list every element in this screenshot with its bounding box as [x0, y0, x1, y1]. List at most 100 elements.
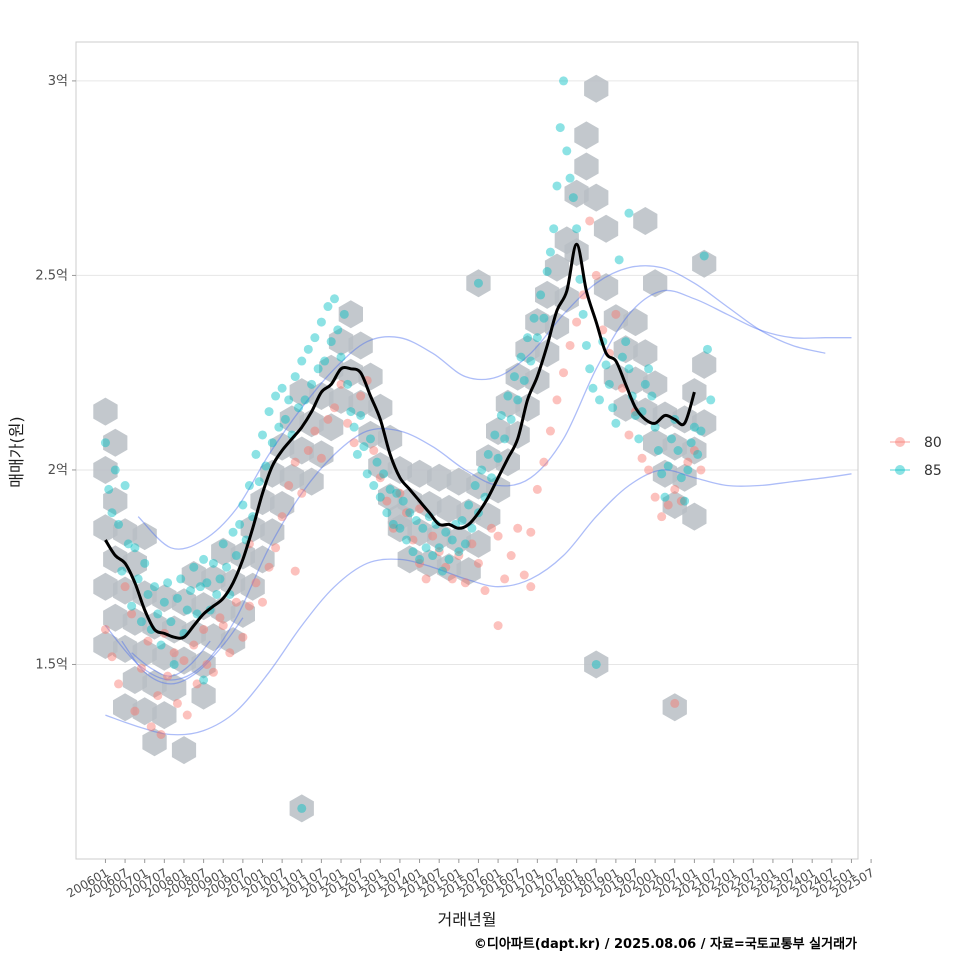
scatter-point-80 [434, 547, 444, 557]
hexbin-cell [378, 483, 403, 512]
scatter-point-80 [617, 383, 627, 393]
scatter-point-85 [529, 313, 539, 323]
scatter-point-85 [405, 508, 415, 518]
hexbin-cell [525, 308, 550, 337]
scatter-point-80 [676, 496, 686, 506]
scatter-point-85 [212, 589, 222, 599]
scatter-point-80 [415, 504, 425, 514]
scatter-point-80 [297, 488, 307, 498]
scatter-point-80 [303, 446, 313, 455]
hexbin-cell [171, 588, 197, 617]
hexbin-cell [662, 491, 687, 519]
scatter-point-85 [392, 488, 402, 498]
scatter-point-85 [523, 333, 533, 343]
legend: 80 85 [890, 435, 942, 479]
hexbin-cell [466, 471, 491, 500]
scatter-point-80 [310, 426, 320, 436]
hexbin-cell [289, 378, 314, 407]
scatter-point-85 [349, 422, 359, 432]
hexbin-cell [211, 537, 236, 566]
scatter-point-85 [186, 586, 196, 596]
hexbin-cell [240, 572, 265, 601]
scatter-point-85 [130, 543, 140, 553]
scatter-point-85 [300, 395, 310, 405]
scatter-point-85 [454, 547, 464, 557]
hexbin-cell [309, 440, 334, 469]
scatter-point-85 [568, 193, 578, 203]
hexbin-cell [113, 693, 138, 722]
y-axis-title: 매매가(원) [7, 416, 26, 487]
scatter-point-80 [375, 473, 385, 483]
hexbin-cell [113, 518, 138, 547]
scatter-point-85 [601, 360, 611, 370]
legend-label: 85 [924, 463, 942, 479]
hexbin-cell [93, 572, 118, 601]
scatter-point-85 [215, 574, 225, 584]
scatter-point-85 [470, 481, 480, 491]
scatter-point-85 [293, 403, 303, 413]
scatter-point-80 [349, 438, 359, 448]
hexbin-cell [652, 459, 678, 488]
scatter-point-85 [572, 224, 582, 234]
scatter-point-85 [588, 383, 598, 393]
hexbin-cell [162, 673, 187, 702]
scatter-point-85 [490, 430, 500, 440]
hexbin-cell [358, 420, 383, 449]
hexbin-cell [574, 152, 599, 181]
source-caption: ©디아파트(dapt.kr) / 2025.08.06 / 자료=국토교통부 실… [474, 936, 857, 952]
hexbin-cell [456, 557, 481, 586]
scatter-point-85 [464, 500, 474, 510]
scatter-point-85 [127, 601, 137, 611]
hexbin-cell [692, 409, 717, 438]
scatter-point-85 [369, 481, 379, 491]
scatter-point-85 [434, 543, 444, 553]
scatter-point-85 [159, 597, 169, 607]
scatter-point-85 [696, 426, 706, 436]
hexbin-cell [643, 428, 668, 457]
scatter-point-80 [156, 730, 166, 740]
legend-key-point [895, 465, 905, 475]
scatter-point-85 [493, 453, 503, 463]
scatter-point-85 [457, 516, 467, 526]
scatter-point-85 [513, 395, 523, 405]
hexbin-cell [593, 273, 619, 302]
hexbin-cell [515, 393, 540, 422]
scatter-point-80 [199, 624, 209, 634]
scatter-point-80 [290, 457, 300, 467]
scatter-point-80 [369, 446, 379, 455]
hexbin-cell [436, 494, 462, 523]
scatter-point-85 [150, 582, 160, 592]
scatter-point-85 [487, 473, 497, 483]
hexbin-cell [682, 502, 707, 531]
hexbin-cell [613, 335, 638, 364]
density-contour-line [137, 265, 826, 550]
scatter-point-80 [493, 621, 503, 631]
scatter-point-85 [608, 403, 618, 413]
scatter-point-85 [411, 516, 421, 526]
scatter-point-85 [644, 364, 654, 374]
scatter-point-80 [182, 710, 192, 720]
scatter-point-85 [114, 519, 124, 529]
scatter-point-85 [595, 395, 605, 405]
hexbin-cell [171, 646, 197, 675]
scatter-point-85 [110, 465, 120, 475]
hexbin-cell [289, 794, 314, 823]
scatter-point-80 [473, 558, 483, 568]
hexbin-cell [603, 362, 628, 391]
hexbin-cell [338, 358, 363, 387]
scatter-point-85 [565, 173, 575, 183]
scatter-point-85 [202, 578, 212, 588]
scatter-point-85 [284, 395, 294, 405]
hexbin-cell [328, 327, 354, 356]
scatter-point-85 [385, 484, 395, 494]
hexbin-cell [152, 642, 177, 671]
hexbin-cell [132, 522, 157, 551]
scatter-point-85 [473, 278, 483, 288]
hexbin-cell [446, 526, 471, 554]
hexbin-cell [623, 366, 648, 395]
hexbin-cell [191, 592, 216, 621]
hexbin-cell [486, 417, 511, 445]
scatter-point-85 [267, 438, 277, 448]
